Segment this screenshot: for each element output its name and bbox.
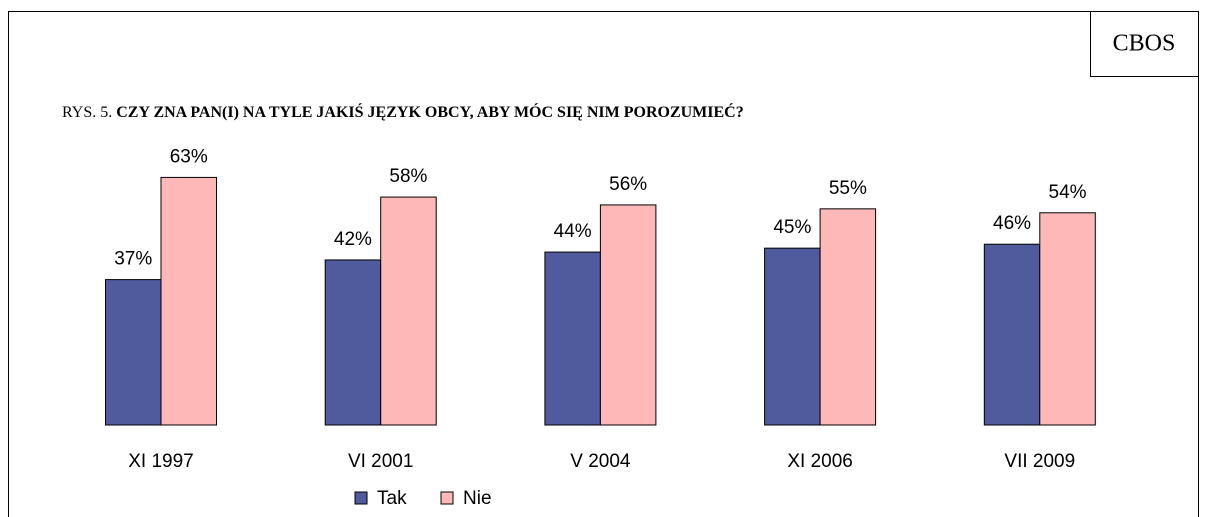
title: CZY ZNA PAN(I) NA TYLE JAKIŚ JĘZYK OBCY,…: [116, 102, 743, 121]
bar: [105, 279, 162, 426]
x-tick-label: V 2004: [570, 451, 631, 472]
bar: [1039, 212, 1096, 426]
legend-label: Tak: [377, 488, 407, 509]
data-label: 45%: [773, 217, 811, 238]
figure-label: RYS. 5.: [62, 104, 112, 121]
bar: [983, 243, 1041, 426]
legend-label: Nie: [463, 488, 492, 509]
legend-swatch: [354, 491, 368, 505]
bar: [819, 208, 877, 426]
bar: [160, 176, 217, 426]
data-label: 55%: [829, 178, 867, 199]
bar: [380, 196, 437, 426]
data-label: 44%: [554, 221, 592, 242]
data-label: 63%: [170, 146, 208, 167]
source: CBOS: [1113, 31, 1176, 57]
data-label: 42%: [334, 229, 372, 250]
bar: [324, 259, 382, 426]
x-tick-label: VII 2009: [1004, 451, 1075, 472]
data-label: 56%: [609, 174, 647, 195]
data-label: 46%: [993, 213, 1031, 234]
bar: [599, 204, 657, 426]
bar: [764, 247, 821, 426]
data-label: 37%: [114, 249, 152, 270]
frame: [8, 11, 1199, 517]
x-tick-label: XI 2006: [787, 451, 853, 472]
data-label: 54%: [1049, 182, 1087, 203]
bar: [544, 251, 601, 426]
data-label: 58%: [389, 166, 427, 187]
source-box: [1090, 11, 1199, 77]
chart-title: RYS. 5. CZY ZNA PAN(I) NA TYLE JAKIŚ JĘZ…: [62, 102, 744, 121]
legend-swatch: [440, 491, 454, 505]
x-tick-label: XI 1997: [128, 451, 194, 472]
x-tick-label: VI 2001: [348, 451, 414, 472]
